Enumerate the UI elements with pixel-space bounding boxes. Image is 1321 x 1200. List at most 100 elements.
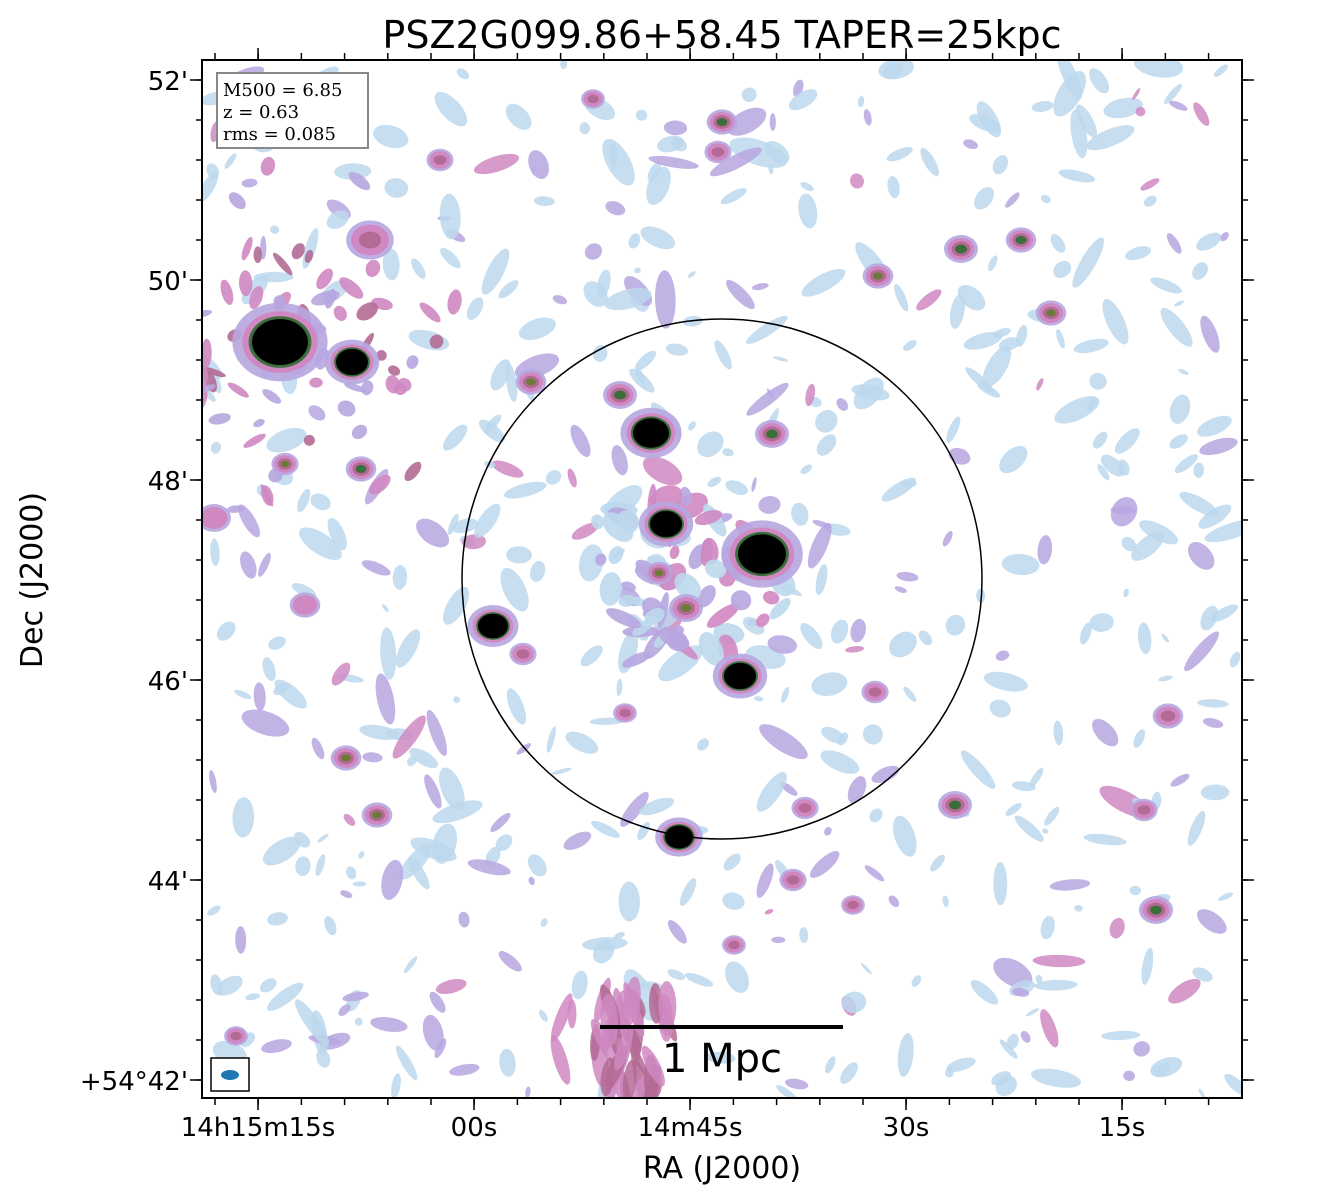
noise-blob [722,448,734,457]
noise-blob [456,68,470,80]
noise-blob [447,513,459,536]
noise-blob [746,315,788,345]
compact-source [949,800,961,810]
noise-blob [847,776,867,804]
noise-blob [992,155,1009,175]
noise-blob [1141,947,1154,985]
noise-blob [629,368,655,393]
info-box: M500 = 6.85 z = 0.63 rms = 0.085 [216,72,369,149]
noise-blob [1114,428,1140,454]
noise-blob [424,774,442,809]
noise-blob [380,627,397,680]
noise-blob [1056,329,1065,349]
noise-blob [800,623,823,649]
noise-blob [657,135,684,153]
diffuse-emission [755,613,770,628]
noise-blob [1053,261,1072,278]
noise-blob [518,317,556,341]
noise-blob [684,972,714,987]
sidelobe-streak [623,982,645,1038]
noise-blob [1012,987,1030,997]
compact-source [1046,309,1056,317]
sidelobe-streak [590,1019,621,1068]
noise-blob [635,109,648,121]
noise-blob [506,688,527,725]
noise-blob [1168,978,1201,1004]
sidelobe-blob [243,433,266,448]
noise-blob [473,153,520,175]
noise-blob [896,571,919,582]
noise-blob [1053,71,1086,117]
noise-blob [1092,718,1119,747]
noise-blob [805,383,816,407]
noise-blob [317,833,329,843]
diffuse-emission [622,651,652,668]
noise-blob [1213,64,1228,77]
axis-ticks [190,48,1254,1110]
sidelobe-blob [124,252,141,274]
sidelobe-blob [419,302,441,323]
diffuse-emission [618,594,636,607]
noise-blob [1133,729,1146,748]
noise-blob [1166,233,1182,254]
noise-blob [1101,1030,1141,1041]
noise-blob [209,769,217,794]
noise-blob [1133,60,1184,78]
compact-source [724,662,756,690]
noise-blob [647,162,662,182]
sidelobe-blob [303,434,315,446]
diffuse-emission [694,510,723,526]
noise-blob [1053,720,1064,746]
noise-blob [409,748,439,769]
noise-blob [999,1039,1018,1059]
noise-blob [815,409,838,433]
noise-blob [613,931,625,940]
noise-blob [1153,1066,1167,1075]
noise-blob [266,427,307,453]
noise-blob [995,650,1010,661]
noise-blob [756,863,774,898]
noise-blob [210,538,220,566]
sidelobe-blob [202,384,216,395]
noise-blob [527,854,547,877]
noise-blob [589,717,624,725]
compact-source [680,604,692,612]
noise-blob [862,724,883,745]
noise-blob [266,982,304,1011]
noise-blob [970,980,999,1005]
noise-blob [1184,631,1220,672]
noise-blob [293,832,311,848]
radio-sources-layer [202,89,1184,1046]
noise-blob [881,477,917,502]
compact-source [1160,710,1176,722]
noise-blob [1187,810,1206,846]
noise-blob [1198,504,1232,529]
noise-blob [788,89,818,111]
noise-blob [361,560,391,576]
noise-blob [999,445,1028,474]
noise-blob [791,502,809,526]
noise-blob [498,280,519,299]
noise-blob [552,295,568,305]
noise-blob [1178,368,1189,375]
sidelobe-blob [153,236,171,251]
noise-blob [245,993,260,1001]
noise-blob [620,791,649,827]
noise-blob [426,709,448,756]
noise-blob [667,969,686,981]
noise-blob [987,255,998,272]
x-tick-label: 00s [451,1113,498,1143]
noise-blob [1058,169,1096,183]
noise-blob [1131,531,1165,561]
noise-blob [1073,338,1109,354]
diffuse-emission [698,632,725,666]
sidelobe-blob [309,377,323,388]
noise-blob [481,248,510,295]
noise-blob [259,978,277,993]
noise-blob [1135,106,1146,117]
noise-blob [567,468,577,488]
noise-blob [727,107,767,136]
noise-blob [342,991,369,1002]
noise-blob [1109,917,1125,939]
noise-blob [495,834,513,852]
